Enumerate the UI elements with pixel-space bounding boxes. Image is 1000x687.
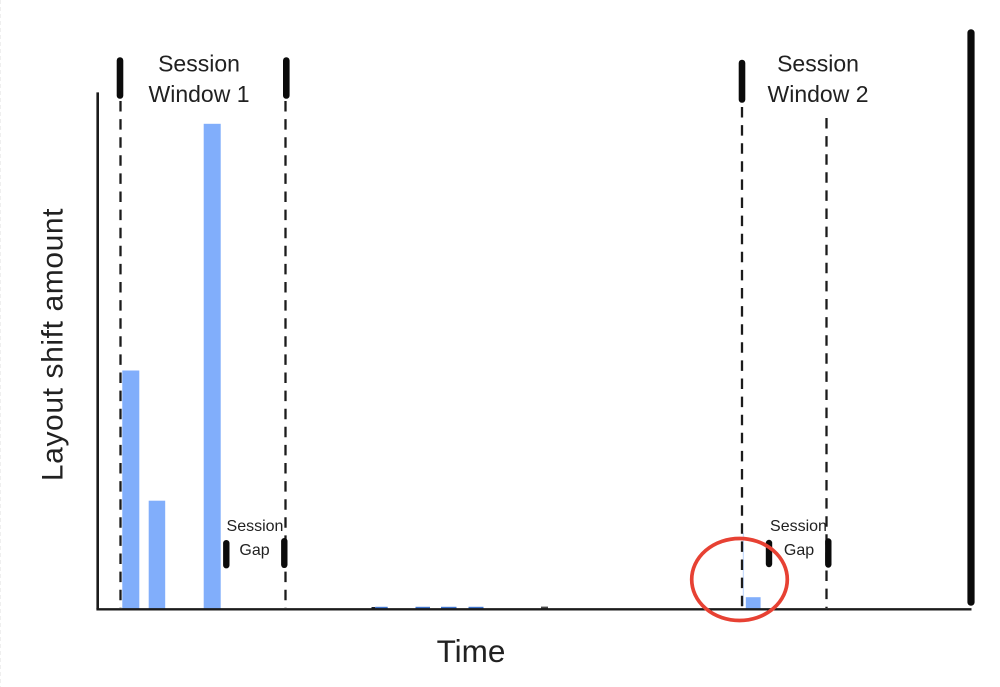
svg-text:Session: Session: [158, 51, 240, 77]
svg-text:Time: Time: [437, 633, 506, 669]
svg-text:Gap: Gap: [784, 542, 814, 559]
svg-text:Session: Session: [227, 518, 284, 535]
svg-text:Session: Session: [770, 518, 827, 535]
svg-text:Gap: Gap: [239, 542, 269, 559]
svg-text:Window 1: Window 1: [149, 81, 250, 107]
svg-text:Layout shift amount: Layout shift amount: [37, 208, 70, 481]
svg-text:Session: Session: [777, 51, 859, 77]
svg-text:Window 2: Window 2: [768, 81, 869, 107]
